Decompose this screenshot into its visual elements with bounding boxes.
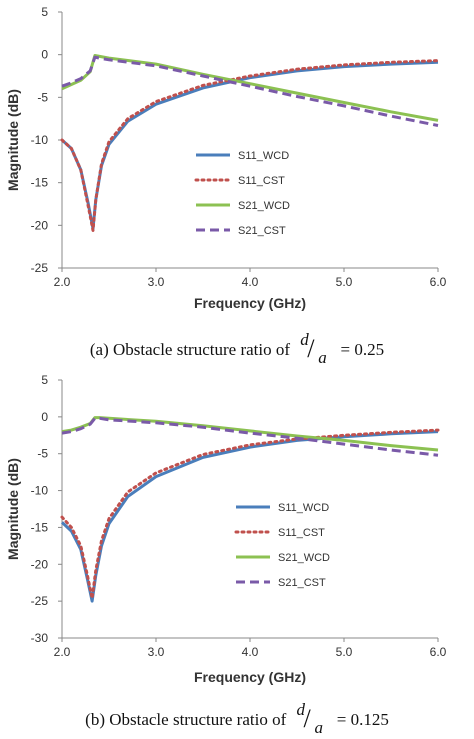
x-tick-label: 2.0 <box>54 645 71 659</box>
caption-b: (b) Obstacle structure ratio of d / a = 0.… <box>0 700 474 737</box>
caption-a-fraction: d / a <box>300 330 327 367</box>
y-tick-label: -20 <box>31 218 49 232</box>
caption-a-prefix: (a) Obstacle structure ratio of <box>89 339 295 359</box>
y-axis-label: Magnitude (dB) <box>5 458 21 560</box>
legend-label: S11_WCD <box>278 502 329 514</box>
x-axis-label: Frequency (GHz) <box>194 669 306 685</box>
legend-label: S21_WCD <box>278 552 330 564</box>
y-tick-label: -5 <box>37 90 48 104</box>
series-line-s21-cst <box>61 416 439 457</box>
caption-a: (a) Obstacle structure ratio of d / a = 0.… <box>0 330 474 367</box>
x-tick-label: 6.0 <box>430 645 447 659</box>
legend-label: S11_WCD <box>238 150 289 162</box>
y-tick-label: 5 <box>41 373 48 387</box>
y-tick-label: -5 <box>37 447 48 461</box>
series-line-s21-cst <box>61 55 439 127</box>
x-tick-label: 2.0 <box>54 275 71 289</box>
y-tick-label: -20 <box>31 557 49 571</box>
x-tick-label: 5.0 <box>336 645 353 659</box>
y-tick-label: -25 <box>31 594 49 608</box>
y-tick-label: 5 <box>41 5 48 19</box>
legend-label: S11_CST <box>278 527 325 539</box>
x-tick-label: 6.0 <box>430 275 447 289</box>
series-line-s11-wcd <box>60 430 439 603</box>
x-tick-label: 3.0 <box>148 645 165 659</box>
legend-label: S21_CST <box>278 577 326 589</box>
series-line-s11-cst <box>60 428 440 600</box>
caption-a-numerator: d <box>300 330 309 349</box>
y-tick-label: 0 <box>41 410 48 424</box>
series-line-s11-cst <box>60 59 440 232</box>
x-tick-label: 4.0 <box>242 275 259 289</box>
chart-b: 5 0 -5 -10 -15 -20 -25 -30 2.0 3.0 4.0 5.0 6.0 Freque… <box>5 373 447 685</box>
y-tick-label: -15 <box>31 520 49 534</box>
y-tick-label: -30 <box>31 631 49 645</box>
x-tick-label: 3.0 <box>148 275 165 289</box>
y-tick-label: -10 <box>31 133 49 147</box>
caption-b-denominator: a <box>314 718 324 737</box>
y-tick-label: 0 <box>41 48 48 62</box>
y-axis-label: Magnitude (dB) <box>5 89 21 191</box>
y-tick-label: -10 <box>31 484 49 498</box>
caption-b-prefix: (b) Obstacle structure ratio of <box>85 709 291 729</box>
chart-a: 5 0 -5 -10 -15 -20 -25 2.0 3.0 4.0 5.0 6.0 Frequency… <box>5 5 447 311</box>
legend-label: S21_WCD <box>238 200 290 212</box>
caption-b-suffix: = 0.125 <box>332 709 389 729</box>
caption-b-fraction: d / a <box>296 700 324 737</box>
x-axis-label: Frequency (GHz) <box>194 295 306 311</box>
y-tick-label: -25 <box>31 261 49 275</box>
x-tick-label: 5.0 <box>336 275 353 289</box>
y-tick-label: -15 <box>31 176 49 190</box>
legend-label: S21_CST <box>238 225 286 237</box>
x-tick-label: 4.0 <box>242 645 259 659</box>
caption-b-numerator: d <box>296 700 306 719</box>
legend-label: S11_CST <box>238 175 285 187</box>
caption-a-suffix: = 0.25 <box>336 339 385 359</box>
caption-a-denominator: a <box>318 348 327 367</box>
